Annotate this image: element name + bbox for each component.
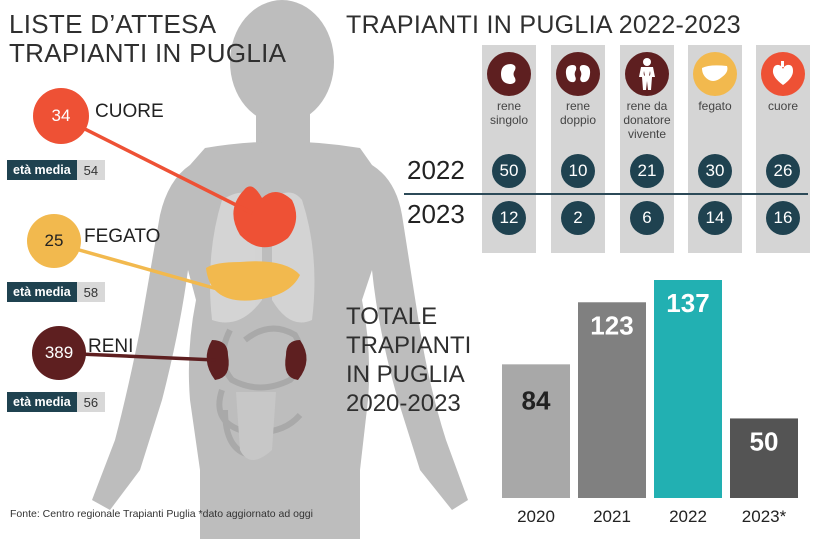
bar-value-2022: 137 bbox=[666, 288, 709, 318]
kidney-right-organ-icon bbox=[285, 340, 307, 380]
organ-name-cuore: cuore bbox=[752, 99, 814, 113]
waiting-list-title-line-2: TRAPIANTI IN PUGLIA bbox=[9, 38, 287, 68]
kidney-eta-value: 56 bbox=[76, 392, 106, 412]
kidneys-icon bbox=[556, 52, 600, 96]
bar-category-2023: 2023* bbox=[742, 507, 787, 526]
year-separator-line bbox=[404, 193, 808, 195]
bar-2020 bbox=[502, 364, 570, 498]
heart-eta-value: 54 bbox=[76, 160, 106, 180]
waiting-list-title-line-1: LISTE D’ATTESA bbox=[9, 9, 217, 39]
total-title-line-3: IN PUGLIA bbox=[346, 361, 465, 388]
heart-pointer-line bbox=[58, 114, 253, 215]
organ-name-line: rene bbox=[496, 99, 522, 113]
organ-name-line: rene da bbox=[626, 99, 668, 113]
source-note: Fonte: Centro regionale Trapianti Puglia… bbox=[10, 508, 313, 520]
value-2023-cuore: 16 bbox=[766, 201, 800, 235]
organ-name-rene-singolo: rene singolo bbox=[478, 99, 540, 127]
heart-icon bbox=[761, 52, 805, 96]
value-2023-fegato: 14 bbox=[698, 201, 732, 235]
heart-eta-row: età media 54 bbox=[7, 160, 106, 180]
kidney-icon bbox=[487, 52, 531, 96]
year-label-2022: 2022 bbox=[407, 155, 465, 185]
bar-value-2020: 84 bbox=[522, 385, 551, 415]
heart-eta-label: età media bbox=[7, 160, 77, 180]
liver-waiting-count: 25 bbox=[27, 214, 81, 268]
value-2023-rene-doppio: 2 bbox=[561, 201, 595, 235]
heart-waiting-label: CUORE bbox=[95, 101, 164, 122]
bar-category-2020: 2020 bbox=[517, 507, 555, 526]
value-2022-cuore: 26 bbox=[766, 154, 800, 188]
organ-name-line: vivente bbox=[627, 127, 667, 141]
organ-name-line: donatore bbox=[623, 113, 671, 127]
liver-eta-label: età media bbox=[7, 282, 77, 302]
organ-name-rene-vivente: rene da donatore vivente bbox=[616, 99, 678, 141]
liver-pointer-line bbox=[50, 240, 229, 294]
bar-value-2023: 50 bbox=[750, 426, 779, 456]
liver-eta-value: 58 bbox=[76, 282, 106, 302]
organ-name-line: rene bbox=[565, 99, 591, 113]
kidney-waiting-count: 389 bbox=[32, 326, 86, 380]
organ-name-line: singolo bbox=[489, 113, 529, 127]
value-2022-rene-doppio: 10 bbox=[561, 154, 595, 188]
organ-name-line: cuore bbox=[767, 99, 799, 113]
liver-organ-icon bbox=[206, 261, 300, 301]
value-2022-rene-singolo: 50 bbox=[492, 154, 526, 188]
bar-2021 bbox=[578, 302, 646, 498]
organ-name-line: fegato bbox=[698, 99, 732, 113]
heart-waiting-count: 34 bbox=[33, 88, 89, 144]
transplants-by-organ-title: TRAPIANTI IN PUGLIA 2022-2023 bbox=[346, 11, 741, 39]
total-title-line-1: TOTALE bbox=[346, 303, 438, 330]
heart-organ-icon bbox=[233, 186, 297, 248]
liver-eta-row: età media 58 bbox=[7, 282, 106, 302]
organ-name-line: doppio bbox=[559, 113, 597, 127]
organ-name-rene-doppio: rene doppio bbox=[547, 99, 609, 127]
bar-2023 bbox=[730, 418, 798, 498]
bar-category-2022: 2022 bbox=[669, 507, 707, 526]
value-2022-fegato: 30 bbox=[698, 154, 732, 188]
value-2023-rene-singolo: 12 bbox=[492, 201, 526, 235]
year-label-2023: 2023 bbox=[407, 199, 465, 229]
kidney-eta-row: età media 56 bbox=[7, 392, 106, 412]
kidney-waiting-label: RENI bbox=[88, 336, 134, 357]
total-title-line-4: 2020-2023 bbox=[346, 390, 461, 417]
total-transplants-title: TOTALE TRAPIANTI IN PUGLIA 2020-2023 bbox=[346, 302, 471, 418]
kidney-eta-label: età media bbox=[7, 392, 77, 412]
value-2023-rene-vivente: 6 bbox=[630, 201, 664, 235]
bar-2022 bbox=[654, 280, 722, 498]
bladder-icon bbox=[236, 392, 276, 460]
total-title-line-2: TRAPIANTI bbox=[346, 332, 472, 359]
bar-category-2021: 2021 bbox=[593, 507, 631, 526]
kidney-left-organ-icon bbox=[206, 340, 229, 380]
organ-name-fegato: fegato bbox=[684, 99, 746, 113]
waiting-list-title: LISTE D’ATTESA TRAPIANTI IN PUGLIA bbox=[9, 10, 286, 68]
human-body-icon bbox=[625, 52, 669, 96]
value-2022-rene-vivente: 21 bbox=[630, 154, 664, 188]
bar-value-2021: 123 bbox=[590, 310, 633, 340]
liver-icon bbox=[693, 52, 737, 96]
liver-waiting-label: FEGATO bbox=[84, 226, 161, 247]
